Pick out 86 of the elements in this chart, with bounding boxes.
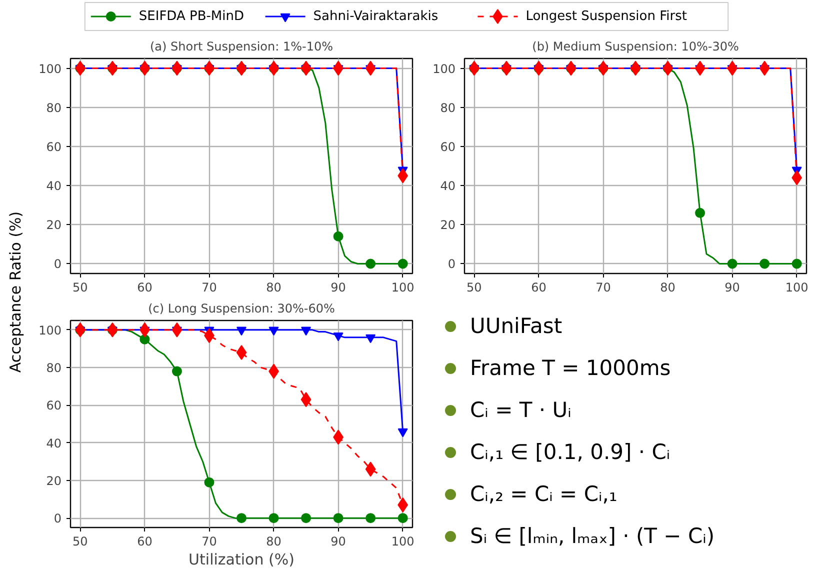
point bbox=[727, 258, 738, 269]
point bbox=[172, 366, 182, 376]
point bbox=[566, 60, 576, 76]
point bbox=[236, 326, 246, 336]
chart-title: (a) Short Suspension: 1%-10% bbox=[150, 40, 334, 54]
y-tick-label: 0 bbox=[54, 512, 62, 526]
x-tick-label: 60 bbox=[137, 534, 152, 548]
point bbox=[398, 258, 408, 269]
y-tick-label: 100 bbox=[432, 62, 456, 76]
y-tick-label: 60 bbox=[440, 140, 456, 154]
legend-label: SEIFDA PB-MinD bbox=[138, 9, 244, 24]
y-tick-label: 40 bbox=[46, 436, 62, 450]
x-tick-label: 100 bbox=[391, 534, 414, 548]
point bbox=[204, 477, 214, 488]
x-tick-label: 70 bbox=[202, 280, 217, 294]
y-tick-label: 20 bbox=[46, 474, 62, 488]
x-tick-label: 70 bbox=[202, 534, 217, 548]
x-tick-label: 50 bbox=[72, 534, 88, 548]
x-tick-label: 50 bbox=[466, 280, 482, 294]
y-tick-label: 20 bbox=[440, 218, 456, 232]
point bbox=[366, 334, 376, 344]
y-tick-label: 0 bbox=[54, 257, 62, 272]
point bbox=[301, 326, 312, 336]
text: UUniFast bbox=[470, 313, 562, 340]
point bbox=[236, 60, 247, 76]
point bbox=[365, 462, 376, 477]
x-tick-label: 80 bbox=[266, 280, 282, 294]
y-tick-label: 40 bbox=[46, 179, 62, 194]
text: Sᵢ ∈ [lₘᵢₙ, lₘₐₓ] · (T − Cᵢ) bbox=[470, 523, 715, 550]
x-tick-label: 80 bbox=[266, 534, 282, 548]
legend-label: Longest Suspension First bbox=[526, 9, 687, 24]
point bbox=[333, 332, 344, 342]
point bbox=[172, 322, 182, 338]
point bbox=[366, 258, 376, 269]
text: Cᵢ,₂ = Cᵢ = Cᵢ,₁ bbox=[470, 481, 618, 508]
y-tick-label: 20 bbox=[46, 218, 62, 232]
point bbox=[268, 326, 279, 336]
y-tick-label: 60 bbox=[46, 140, 62, 154]
chart-title: (b) Medium Suspension: 10%-30% bbox=[532, 40, 739, 54]
y-tick-label: 80 bbox=[46, 100, 62, 115]
point bbox=[300, 392, 312, 408]
text: Cᵢ = T · Uᵢ bbox=[470, 397, 572, 424]
point bbox=[300, 60, 312, 76]
point bbox=[694, 60, 706, 76]
x-tick-label: 100 bbox=[391, 280, 414, 294]
text: Frame T = 1000ms bbox=[470, 355, 671, 382]
point bbox=[501, 60, 512, 76]
legend-label: Sahni-Vairaktarakis bbox=[313, 9, 438, 24]
point bbox=[107, 322, 118, 338]
x-tick-label: 60 bbox=[531, 280, 546, 294]
point bbox=[398, 513, 408, 524]
point bbox=[333, 231, 344, 242]
x-tick-label: 100 bbox=[785, 280, 808, 294]
text: Cᵢ,₁ ∈ [0.1, 0.9] · Cᵢ bbox=[470, 439, 670, 466]
point bbox=[236, 513, 246, 524]
point bbox=[695, 208, 706, 218]
y-tick-label: 0 bbox=[448, 257, 456, 272]
point bbox=[365, 60, 376, 76]
x-tick-label: 60 bbox=[137, 280, 152, 294]
point bbox=[301, 513, 312, 524]
x-tick-label: 50 bbox=[72, 280, 88, 294]
x-tick-label: 90 bbox=[330, 280, 346, 294]
point bbox=[759, 60, 770, 76]
point bbox=[107, 60, 118, 76]
x-tick-label: 80 bbox=[660, 280, 676, 294]
chart-title: (c) Long Suspension: 30%-60% bbox=[148, 302, 335, 316]
point bbox=[792, 258, 802, 269]
point bbox=[236, 344, 247, 360]
point bbox=[172, 60, 182, 76]
y-tick-label: 100 bbox=[38, 62, 62, 76]
x-tick-label: 70 bbox=[596, 280, 611, 294]
point bbox=[268, 513, 279, 524]
y-tick-label: 60 bbox=[46, 398, 62, 413]
point bbox=[630, 60, 641, 76]
y-tick-label: 40 bbox=[440, 179, 456, 194]
y-tick-label: 80 bbox=[46, 361, 62, 376]
point bbox=[333, 513, 344, 524]
y-tick-label: 80 bbox=[440, 100, 456, 115]
x-axis-title: Utilization (%) bbox=[188, 550, 294, 568]
point bbox=[366, 513, 376, 524]
x-tick-label: 90 bbox=[724, 280, 740, 294]
point bbox=[398, 428, 408, 438]
y-tick-label: 100 bbox=[38, 323, 62, 338]
x-tick-label: 90 bbox=[330, 534, 346, 548]
point bbox=[760, 258, 770, 269]
y-axis-title: Acceptance Ratio (%) bbox=[6, 211, 24, 373]
